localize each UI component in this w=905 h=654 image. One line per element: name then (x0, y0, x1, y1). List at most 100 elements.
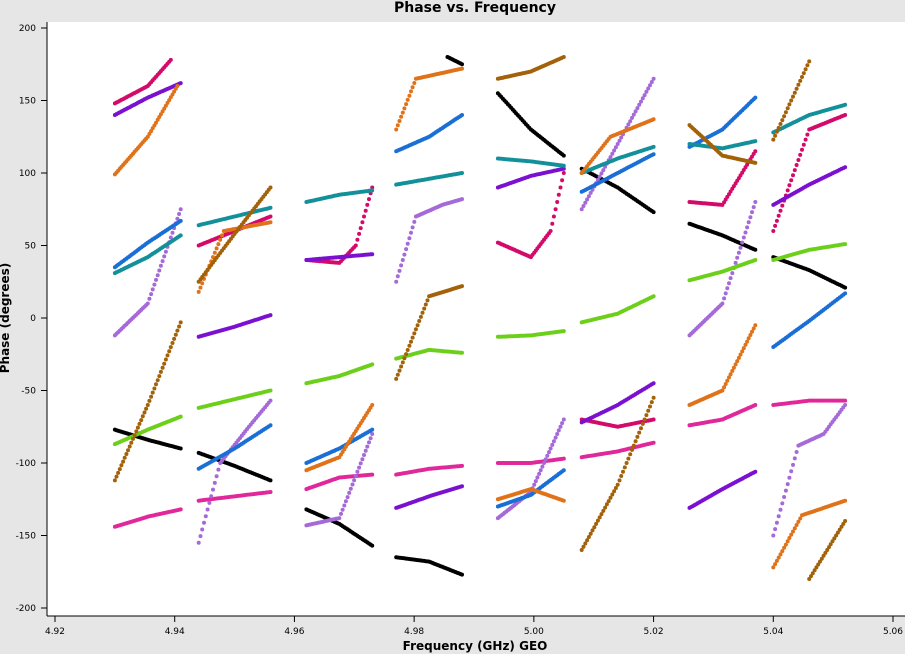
data-point (358, 226, 363, 231)
data-point (556, 192, 561, 197)
data-point (540, 464, 545, 469)
data-point (651, 144, 656, 149)
data-point (404, 102, 409, 107)
data-point (843, 498, 848, 503)
data-point (615, 142, 620, 146)
data-point (835, 530, 840, 535)
data-point (753, 149, 758, 154)
data-point (460, 197, 464, 202)
data-point (370, 362, 375, 367)
x-tick-label: 5.02 (644, 627, 664, 637)
data-point (367, 197, 371, 202)
data-point (460, 463, 464, 468)
data-point (145, 403, 150, 407)
data-point (774, 218, 779, 223)
data-point (404, 352, 409, 357)
data-point (832, 536, 837, 541)
data-point (637, 102, 642, 107)
data-point (209, 494, 214, 499)
data-point (177, 212, 182, 216)
data-point (787, 183, 792, 188)
data-point (160, 259, 165, 264)
data-point (370, 427, 375, 432)
x-tick-label: 5.04 (763, 627, 783, 637)
data-point (155, 273, 160, 278)
data-point (843, 165, 848, 170)
data-point (167, 349, 172, 354)
data-point (800, 75, 804, 79)
data-point (422, 306, 427, 311)
data-point (608, 495, 613, 500)
data-points (112, 55, 848, 581)
data-point (268, 398, 273, 403)
data-point (370, 403, 375, 407)
data-point (740, 349, 745, 354)
data-point (550, 442, 555, 447)
data-point (651, 395, 656, 400)
data-point (175, 328, 180, 333)
data-point (773, 223, 778, 228)
data-point (592, 525, 597, 530)
data-point (268, 478, 273, 483)
data-point (748, 333, 753, 337)
data-point (178, 446, 183, 451)
plot-area (47, 22, 905, 616)
data-point (606, 499, 611, 504)
data-point (342, 503, 347, 508)
data-point (175, 84, 180, 88)
data-point (548, 229, 553, 233)
data-point (163, 357, 168, 362)
data-point (561, 55, 566, 59)
data-point (843, 113, 848, 117)
data-point (212, 480, 217, 485)
y-tick-label: 200 (19, 24, 36, 34)
data-point (357, 231, 362, 236)
data-point (753, 200, 758, 204)
data-point (621, 469, 625, 474)
data-point (360, 220, 365, 225)
data-point (268, 220, 273, 225)
data-point (651, 152, 656, 157)
data-point (810, 571, 815, 576)
data-point (135, 425, 140, 430)
chart-title: Phase vs. Frequency (394, 0, 556, 16)
data-point (551, 439, 556, 444)
data-point (547, 450, 551, 455)
data-point (594, 521, 599, 526)
data-point (560, 178, 565, 183)
data-point (640, 421, 645, 426)
data-point (399, 364, 404, 369)
data-point (119, 463, 124, 468)
data-point (460, 62, 464, 67)
data-point (460, 113, 464, 117)
data-point (615, 482, 620, 487)
data-point (553, 435, 558, 440)
data-point (558, 185, 563, 190)
data-point (579, 548, 584, 552)
data-point (370, 252, 375, 257)
data-point (639, 99, 643, 104)
data-point (134, 429, 139, 434)
data-point (828, 542, 833, 547)
data-point (418, 314, 423, 319)
data-point (583, 541, 588, 546)
data-point (617, 138, 622, 143)
data-point (131, 436, 135, 441)
data-point (648, 83, 652, 88)
data-point (637, 430, 642, 435)
data-point (149, 394, 154, 399)
data-point (796, 519, 801, 524)
data-point (619, 135, 624, 140)
data-point (268, 205, 273, 210)
data-point (651, 117, 656, 122)
data-point (782, 495, 787, 499)
data-point (776, 213, 781, 218)
data-point (399, 114, 404, 119)
data-point (805, 132, 810, 137)
data-point (348, 486, 353, 491)
data-point (157, 374, 162, 379)
data-point (543, 457, 548, 462)
data-point (843, 519, 848, 523)
data-point (780, 549, 785, 554)
